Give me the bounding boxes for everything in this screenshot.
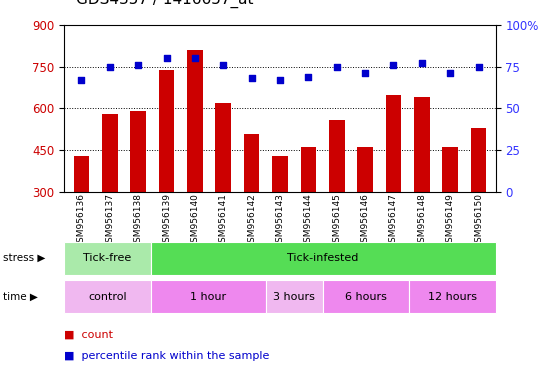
Point xyxy=(417,60,426,66)
Bar xyxy=(357,147,373,192)
Point xyxy=(162,55,171,61)
Bar xyxy=(130,111,146,192)
Point xyxy=(389,62,398,68)
Bar xyxy=(73,156,89,192)
Text: Tick-infested: Tick-infested xyxy=(287,253,359,263)
Bar xyxy=(216,103,231,192)
Bar xyxy=(442,147,458,192)
Point xyxy=(77,77,86,83)
Point xyxy=(276,77,284,83)
Text: Tick-free: Tick-free xyxy=(83,253,132,263)
Bar xyxy=(102,114,118,192)
Point xyxy=(474,64,483,70)
Bar xyxy=(301,147,316,192)
Bar xyxy=(272,156,288,192)
Text: 6 hours: 6 hours xyxy=(346,291,387,302)
Text: 3 hours: 3 hours xyxy=(273,291,315,302)
Point xyxy=(190,55,199,61)
Point xyxy=(446,70,455,76)
Bar xyxy=(409,280,496,313)
Text: control: control xyxy=(88,291,127,302)
Point xyxy=(361,70,370,76)
Point xyxy=(247,75,256,81)
Point xyxy=(332,64,341,70)
Bar xyxy=(64,242,151,275)
Bar xyxy=(244,134,259,192)
Bar xyxy=(265,280,323,313)
Bar xyxy=(414,98,430,192)
Point xyxy=(219,62,228,68)
Bar xyxy=(323,280,409,313)
Bar xyxy=(151,280,265,313)
Text: stress ▶: stress ▶ xyxy=(3,253,45,263)
Text: time ▶: time ▶ xyxy=(3,291,38,302)
Text: ■  count: ■ count xyxy=(64,330,113,340)
Point xyxy=(105,64,114,70)
Text: 12 hours: 12 hours xyxy=(428,291,477,302)
Text: GDS4357 / 1416657_at: GDS4357 / 1416657_at xyxy=(76,0,253,8)
Bar xyxy=(151,242,496,275)
Point xyxy=(304,74,313,80)
Text: ■  percentile rank within the sample: ■ percentile rank within the sample xyxy=(64,351,270,361)
Bar xyxy=(329,120,344,192)
Bar xyxy=(471,128,487,192)
Bar xyxy=(158,70,174,192)
Bar xyxy=(386,94,402,192)
Text: 1 hour: 1 hour xyxy=(190,291,226,302)
Point xyxy=(134,62,143,68)
Bar xyxy=(187,50,203,192)
Bar xyxy=(64,280,151,313)
